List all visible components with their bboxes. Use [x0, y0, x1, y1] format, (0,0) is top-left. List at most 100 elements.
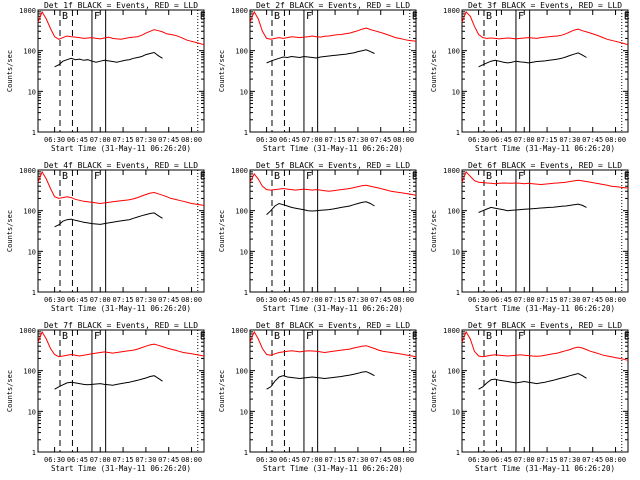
marker-label: F: [94, 11, 100, 22]
x-tick-label: 07:30: [559, 456, 580, 464]
marker-label: E: [200, 11, 206, 22]
marker-label: F: [306, 11, 312, 22]
x-tick-label: 08:00: [393, 456, 414, 464]
panel-det-2: Det 2f BLACK = Events, RED = LLD 1 10 100 10…: [218, 1, 418, 153]
x-tick-label: 08:00: [605, 456, 626, 464]
x-tick-label: 07:00: [514, 136, 535, 144]
panel-title: Det 4f BLACK = Events, RED = LLD: [44, 161, 198, 170]
y-tick-label: 100: [447, 208, 460, 216]
y-tick-label: 1: [456, 129, 460, 137]
x-tick-label: 07:15: [325, 136, 346, 144]
x-tick-label: 06:45: [279, 136, 300, 144]
x-tick-label: 06:30: [256, 456, 277, 464]
x-tick-label: 08:00: [393, 136, 414, 144]
x-tick-label: 07:00: [90, 456, 111, 464]
marker-label: B: [486, 171, 492, 182]
x-tick-label: 07:15: [113, 136, 134, 144]
series-lld-line: [461, 330, 629, 361]
series-events-line: [54, 51, 163, 68]
x-axis-label: Start Time (31-May-11 06:26:20): [51, 464, 191, 473]
x-tick-label: 07:00: [90, 136, 111, 144]
x-tick-label: 07:00: [302, 136, 323, 144]
x-tick-label: 08:00: [181, 456, 202, 464]
marker-label: B: [274, 331, 280, 342]
y-axis-label: Counts/sec: [6, 210, 14, 252]
y-tick-label: 10: [28, 408, 36, 416]
y-tick-label: 10: [240, 88, 248, 96]
x-tick-label: 06:45: [491, 136, 512, 144]
plot-frame: [249, 329, 417, 453]
x-tick-label: 07:45: [582, 456, 603, 464]
y-tick-label: 100: [23, 48, 36, 56]
series-events-line: [54, 375, 163, 390]
y-tick-label: 1: [32, 129, 36, 137]
x-tick-label: 07:15: [537, 296, 558, 304]
x-tick-label: 06:45: [491, 296, 512, 304]
panel-title: Det 7f BLACK = Events, RED = LLD: [44, 321, 198, 330]
panel-det-4: Det 4f BLACK = Events, RED = LLD 1 10 100 10…: [6, 161, 206, 313]
x-tick-label: 08:00: [605, 296, 626, 304]
x-axis-label: Start Time (31-May-11 06:26:20): [475, 464, 615, 473]
marker-label: B: [274, 171, 280, 182]
panel-det-8: Det 8f BLACK = Events, RED = LLD 1 10 100 10…: [218, 321, 418, 473]
y-tick-label: 1: [32, 289, 36, 297]
x-tick-label: 06:45: [67, 136, 88, 144]
y-tick-label: 1000: [19, 7, 36, 15]
x-tick-label: 06:45: [67, 296, 88, 304]
y-tick-label: 10: [452, 408, 460, 416]
x-axis-label: Start Time (31-May-11 06:26:20): [263, 144, 403, 153]
x-tick-label: 07:30: [559, 296, 580, 304]
series-lld-line: [37, 330, 205, 358]
plot-frame: [249, 169, 417, 293]
panel-det-1: Det 1f BLACK = Events, RED = LLD 1 10 100 10…: [6, 1, 206, 153]
x-tick-label: 07:00: [302, 456, 323, 464]
series-lld-line: [37, 10, 205, 46]
y-tick-label: 100: [23, 208, 36, 216]
y-tick-label: 1: [244, 449, 248, 457]
y-tick-label: 10: [28, 88, 36, 96]
series-events-line: [478, 203, 587, 213]
marker-label: E: [624, 331, 630, 342]
series-lld-line: [249, 172, 417, 196]
x-tick-label: 08:00: [181, 296, 202, 304]
y-tick-label: 1: [244, 289, 248, 297]
y-tick-label: 1: [244, 129, 248, 137]
marker-label: B: [486, 11, 492, 22]
y-axis-label: Counts/sec: [218, 370, 226, 412]
x-tick-label: 08:00: [181, 136, 202, 144]
y-tick-label: 10: [240, 248, 248, 256]
marker-label: F: [306, 171, 312, 182]
marker-label: E: [200, 331, 206, 342]
panel-det-9: Det 9f BLACK = Events, RED = LLD 1 10 100 10…: [430, 321, 630, 473]
x-tick-label: 07:00: [514, 296, 535, 304]
marker-label: B: [62, 11, 68, 22]
y-tick-label: 10: [452, 248, 460, 256]
x-tick-label: 07:30: [347, 136, 368, 144]
x-tick-label: 07:45: [370, 296, 391, 304]
x-axis-label: Start Time (31-May-11 06:26:20): [263, 464, 403, 473]
series-events-line: [266, 49, 375, 64]
panel-title: Det 3f BLACK = Events, RED = LLD: [468, 1, 622, 10]
x-tick-label: 06:45: [279, 456, 300, 464]
x-axis-label: Start Time (31-May-11 06:26:20): [51, 144, 191, 153]
marker-label: F: [94, 171, 100, 182]
x-tick-label: 06:30: [468, 296, 489, 304]
x-tick-label: 07:30: [135, 136, 156, 144]
marker-label: E: [412, 331, 418, 342]
y-tick-label: 1: [456, 289, 460, 297]
series-events-line: [266, 371, 375, 390]
plot-frame: [37, 9, 205, 133]
panel-title: Det 8f BLACK = Events, RED = LLD: [256, 321, 410, 330]
y-tick-label: 1000: [19, 327, 36, 335]
x-axis-label: Start Time (31-May-11 06:26:20): [263, 304, 403, 313]
y-tick-label: 1000: [19, 167, 36, 175]
y-tick-label: 1000: [231, 167, 248, 175]
y-tick-label: 10: [452, 88, 460, 96]
x-tick-label: 07:45: [158, 136, 179, 144]
y-tick-label: 1000: [231, 7, 248, 15]
y-tick-label: 100: [23, 368, 36, 376]
marker-label: B: [274, 11, 280, 22]
x-tick-label: 07:30: [347, 296, 368, 304]
plot-frame: [37, 329, 205, 453]
